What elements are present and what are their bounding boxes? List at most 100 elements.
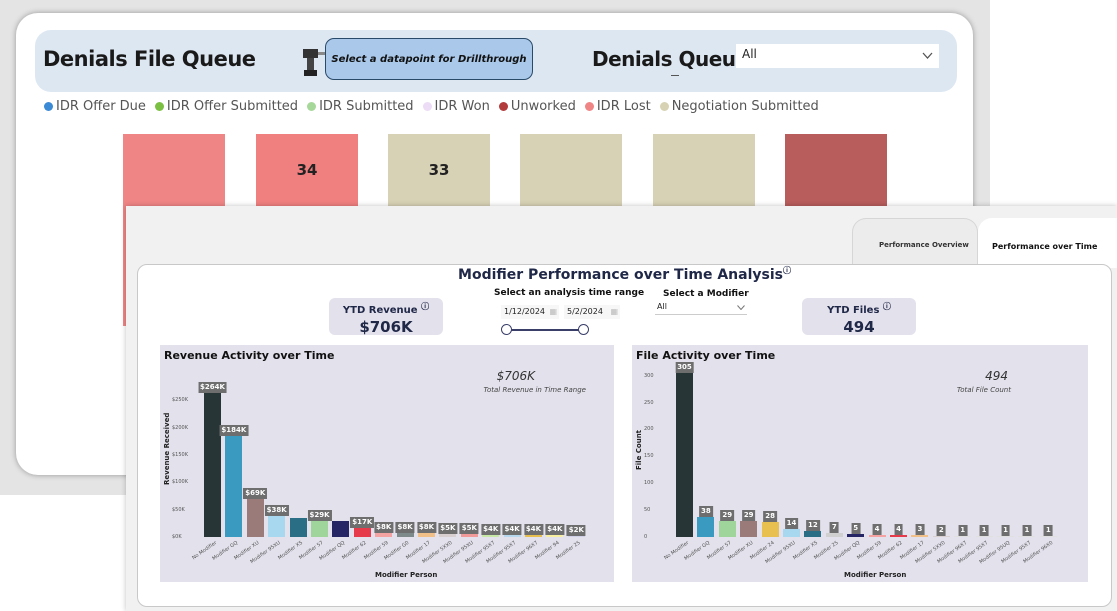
revenue-chart-panel: Revenue Activity over Time $706K Total Rev…: [160, 345, 614, 582]
chart-bar[interactable]: [761, 521, 779, 537]
legend-dot: [307, 102, 317, 111]
chart-bar[interactable]: [289, 518, 307, 537]
denials-queue-dropdown[interactable]: All: [736, 44, 939, 68]
chart-bar[interactable]: [246, 499, 264, 537]
drillthrough-button[interactable]: Select a datapoint for Drillthrough: [325, 38, 533, 80]
chart-bar[interactable]: [804, 530, 822, 537]
chart-bar[interactable]: [546, 534, 564, 537]
chart-bar[interactable]: [353, 527, 371, 537]
y-tick-label: 100: [644, 480, 654, 487]
modifier-value: All: [657, 302, 667, 311]
bar-data-label: 14: [784, 518, 799, 530]
chart-bar[interactable]: [268, 516, 286, 537]
legend-label: IDR Lost: [596, 99, 651, 114]
chart-bar[interactable]: [932, 535, 950, 537]
chart-bar[interactable]: [525, 534, 542, 537]
bar-data-label: $4K: [502, 523, 522, 535]
y-tick-label: $50K: [172, 506, 185, 513]
y-tick-label: 50: [644, 507, 651, 514]
chart-bar[interactable]: [890, 534, 907, 537]
chart-bar[interactable]: [825, 533, 843, 537]
modifier-dropdown[interactable]: All: [655, 301, 747, 315]
ytd-files-label: YTD Files: [827, 305, 880, 317]
tab-label: Performance Overview: [879, 241, 969, 249]
chart-title: File Activity over Time: [636, 349, 776, 362]
bar-data-label: 28: [763, 510, 777, 522]
chart-bar[interactable]: [332, 521, 350, 537]
bar-data-label: $264K: [198, 381, 227, 393]
chart-bar[interactable]: [396, 532, 414, 537]
status-tile[interactable]: [123, 134, 225, 206]
chart-bar[interactable]: [783, 529, 800, 537]
y-tick-label: $200K: [172, 424, 189, 431]
chart-bar[interactable]: [503, 534, 521, 537]
end-date-value: 5/2/2024: [567, 307, 603, 316]
bar-data-label: 3: [915, 524, 925, 536]
bar-data-label: $29K: [307, 510, 332, 522]
page-title: Denials File Queue: [43, 47, 256, 71]
tab-performance-over-time[interactable]: Performance over Time: [978, 218, 1117, 268]
chart-summary-value: 494: [985, 369, 1008, 383]
drill-icon: [303, 49, 326, 76]
bar-data-label: 4: [872, 523, 882, 535]
slider-start-handle[interactable]: [501, 324, 512, 335]
chart-bar[interactable]: [439, 534, 457, 537]
y-axis-title: File Count: [635, 429, 643, 470]
legend-dot: [44, 102, 53, 111]
y-axis-title: Revenue Received: [163, 412, 171, 485]
chart-bar[interactable]: [997, 535, 1014, 537]
end-date-input[interactable]: 5/2/2024 ▦: [564, 305, 620, 319]
chart-bar[interactable]: [225, 436, 243, 537]
legend-item[interactable]: Unworked: [498, 99, 576, 114]
bar-data-label: $2K: [566, 524, 586, 536]
chart-bar[interactable]: [418, 532, 435, 537]
legend-item[interactable]: Negotiation Submitted: [659, 99, 819, 114]
chart-bar[interactable]: [375, 532, 393, 537]
status-tile[interactable]: 33: [388, 134, 490, 206]
status-tile[interactable]: [520, 134, 622, 206]
x-axis-title: Modifier Person: [375, 571, 438, 579]
bar-data-label: 1: [979, 524, 989, 536]
legend-item[interactable]: IDR Submitted: [307, 99, 414, 114]
status-tile[interactable]: [653, 134, 755, 206]
chart-bar[interactable]: [676, 373, 693, 537]
chart-bar[interactable]: [718, 521, 736, 537]
chart-bar[interactable]: [567, 535, 585, 537]
chart-bar[interactable]: [311, 521, 328, 537]
chart-bar[interactable]: [460, 534, 478, 537]
legend-item[interactable]: IDR Won: [422, 99, 490, 114]
report-title: Modifier Performance over Time Analysisⓘ: [138, 265, 1111, 283]
legend-item[interactable]: IDR Lost: [584, 99, 651, 114]
status-tile[interactable]: 34: [256, 134, 358, 206]
ytd-revenue-label: YTD Revenue: [342, 305, 418, 317]
chart-bar[interactable]: [847, 534, 865, 537]
bar-data-label: 305: [675, 362, 694, 373]
chart-bar[interactable]: [868, 534, 886, 537]
legend-item[interactable]: IDR Offer Submitted: [154, 99, 298, 114]
bar-data-label: $184K: [219, 425, 249, 437]
slider-end-handle[interactable]: [578, 324, 589, 335]
calendar-icon: ▦: [549, 307, 557, 316]
legend-dot: [659, 102, 669, 111]
chart-bar[interactable]: [1018, 535, 1036, 537]
ytd-files-value: 494: [843, 318, 875, 337]
time-range-slider[interactable]: [506, 329, 585, 331]
chart-bar[interactable]: [911, 535, 929, 537]
y-tick-label: 300: [644, 372, 654, 379]
chart-bar[interactable]: [204, 392, 221, 537]
legend-item[interactable]: IDR Offer Due: [44, 99, 146, 114]
chart-bar[interactable]: [740, 521, 758, 537]
chart-bar[interactable]: [697, 516, 715, 537]
chart-bar[interactable]: [482, 534, 500, 537]
chart-bar[interactable]: [975, 535, 993, 537]
y-tick-label: 150: [644, 453, 654, 460]
tab-performance-overview[interactable]: Performance Overview: [852, 218, 978, 267]
y-tick-label: $250K: [172, 397, 189, 404]
legend-label: Unworked: [510, 99, 576, 114]
chart-bar[interactable]: [954, 535, 972, 537]
start-date-input[interactable]: 1/12/2024 ▦: [501, 305, 559, 319]
chart-bar[interactable]: [1039, 535, 1057, 537]
y-tick-label: $0K: [172, 534, 182, 540]
status-tile[interactable]: [785, 134, 887, 206]
legend-label: IDR Won: [434, 99, 490, 114]
